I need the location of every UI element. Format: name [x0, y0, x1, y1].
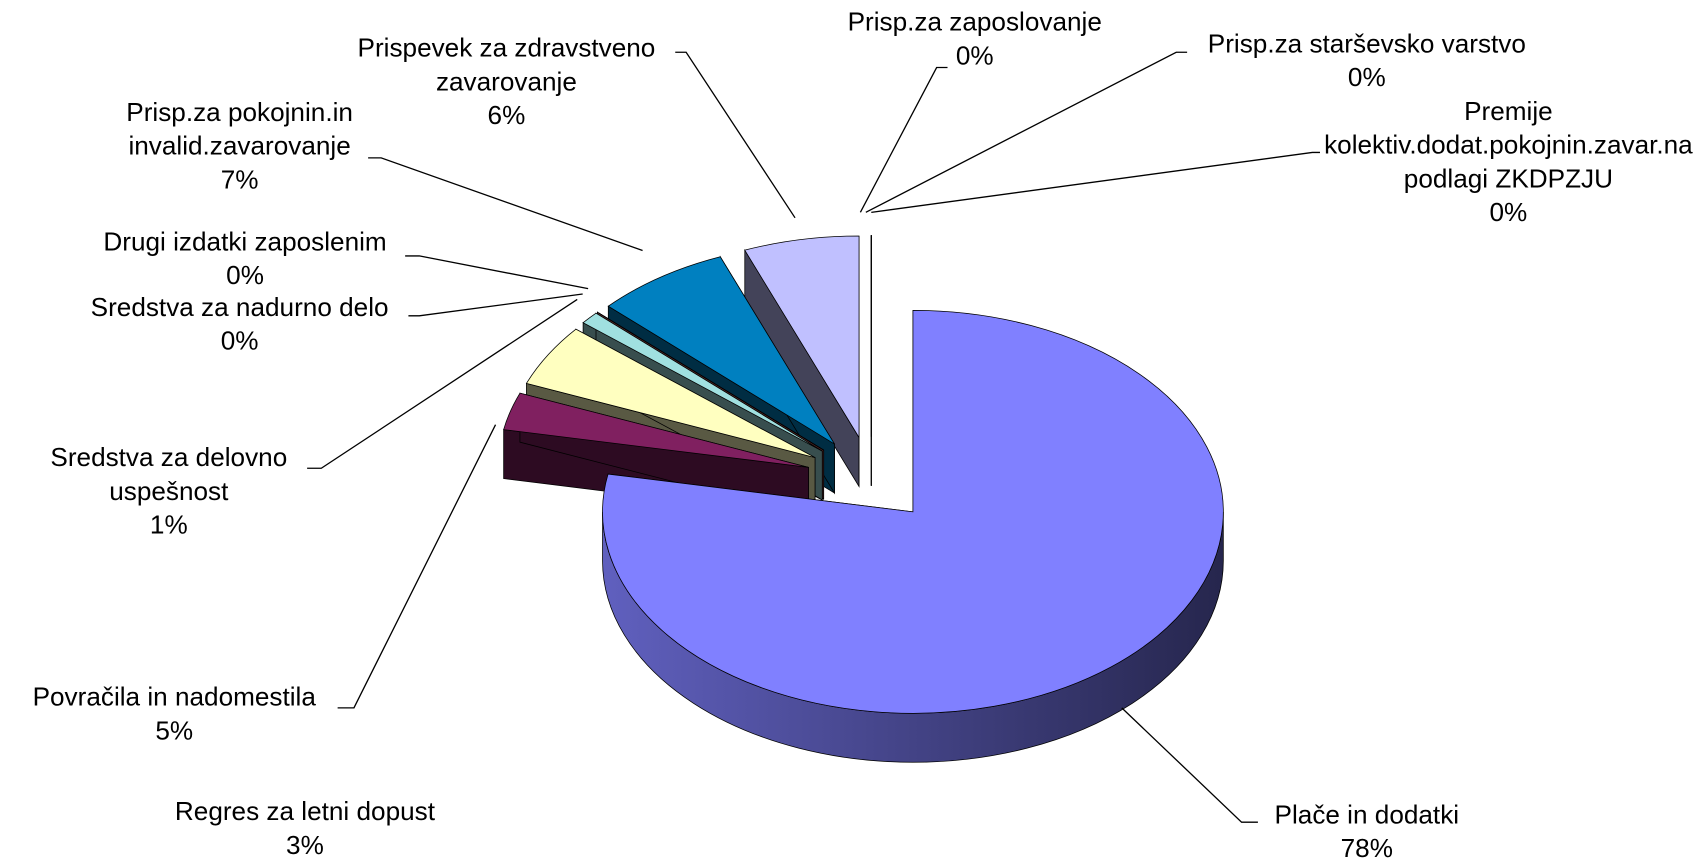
value-label: 0% [226, 261, 264, 291]
value-label: 0% [1347, 63, 1386, 93]
slice-label: Regres za letni dopust 3% [131, 795, 480, 863]
leader-line [405, 255, 589, 290]
value-label: 5% [155, 716, 194, 746]
slice-label: Povračila in nadomestila 5% [0, 681, 349, 749]
value-label: 7% [220, 165, 259, 195]
leader-line [368, 157, 643, 252]
category-name: Prispevek za zdravstveno zavarovanje [357, 33, 656, 97]
value-label: 0% [955, 41, 994, 71]
value-label: 0% [1489, 198, 1528, 228]
slice-label: Sredstva za delovno uspešnost 1% [33, 441, 305, 542]
leader-line [337, 424, 497, 709]
slice [503, 392, 809, 468]
slice-label: Prispevek za zdravstveno zavarovanje 6% [327, 32, 686, 133]
leader-line [408, 293, 583, 317]
value-label: 0% [220, 326, 259, 357]
category-name: Plače in dodatki [1274, 800, 1460, 830]
slice [582, 312, 823, 452]
leader-line [871, 151, 1320, 214]
slice [744, 235, 860, 439]
category-name: Sredstva za nadurno delo [90, 292, 389, 323]
value-label: 3% [286, 830, 324, 861]
leader-line [675, 51, 796, 219]
slice-label: Sredstva za nadurno delo 0% [54, 291, 424, 359]
category-name: Drugi izdatki zaposlenim [103, 227, 387, 258]
value-label: 1% [149, 510, 188, 541]
leader-line [307, 298, 578, 469]
slice [607, 256, 835, 445]
category-name: Prisp.za starševsko varstvo [1207, 29, 1526, 59]
category-name: Sredstva za delovno uspešnost [50, 443, 288, 507]
slice-label: Prisp.za zaposlovanje 0% [811, 5, 1138, 73]
leader-line [865, 51, 1188, 213]
slice-label: Plače in dodatki 78% [1203, 798, 1530, 866]
slice-label: Drugi izdatki zaposlenim 0% [60, 225, 430, 293]
value-label: 78% [1340, 834, 1393, 864]
category-name: Prisp.za zaposlovanje [847, 7, 1102, 38]
slice-label: Prisp.za pokojnin.in invalid.zavarovanje… [98, 96, 381, 197]
slice-label: Prisp.za starševsko varstvo 0% [1171, 27, 1563, 95]
category-name: Povračila in nadomestila [32, 682, 316, 713]
category-name: Premije kolektiv.dodat.pokojnin.zavar.na… [1324, 96, 1693, 194]
leader-line [1121, 707, 1258, 823]
slice-label: Premije kolektiv.dodat.pokojnin.zavar.na… [1323, 95, 1693, 230]
category-name: Prisp.za pokojnin.in invalid.zavarovanje [126, 98, 353, 162]
slice [525, 328, 816, 458]
value-label: 6% [487, 101, 526, 131]
leader-line [859, 66, 948, 213]
slice [602, 309, 1224, 714]
category-name: Regres za letni dopust [174, 797, 435, 827]
